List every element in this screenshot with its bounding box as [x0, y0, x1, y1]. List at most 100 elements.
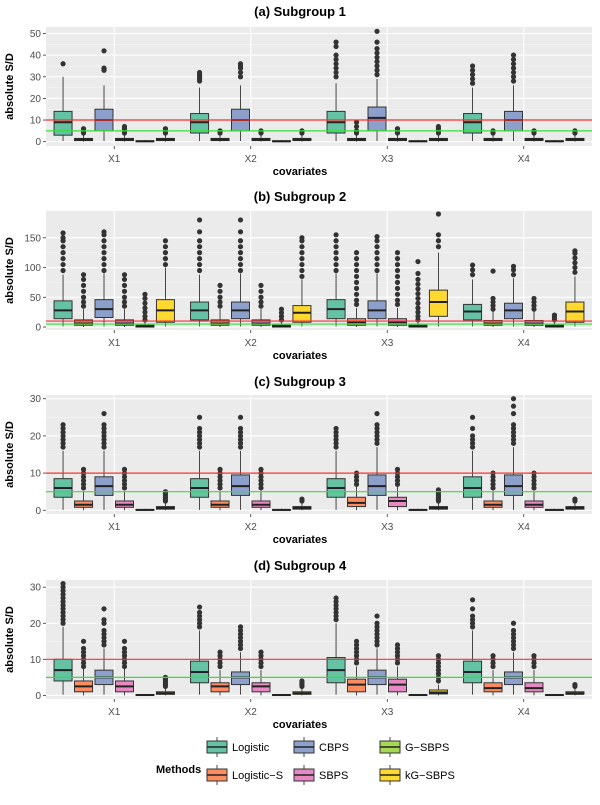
- panel-1-y-tick-label: 10: [30, 116, 42, 127]
- panel-3-x4-kg-sbps-outlier: [572, 496, 578, 502]
- panel-2-x3-cbps-outlier: [374, 238, 380, 244]
- panel-4-x2-cbps-outlier: [237, 638, 244, 644]
- panel-3-x3-sbps-outlier: [394, 477, 401, 484]
- panel-3-x3-cbps-outlier: [374, 425, 380, 432]
- panel-4-x3-logistic-outlier: [333, 617, 339, 623]
- panel-4-x2-sbps-outlier: [258, 660, 264, 666]
- panel-4-x3-kg-sbps-outlier: [435, 653, 442, 659]
- panel-2-x-tick-label: X2: [245, 338, 258, 349]
- panel-2-x2-logistic-outlier: [196, 261, 203, 268]
- panel-2-x3-sbps-outlier: [394, 250, 401, 256]
- panel-1-x3-kg-sbps-outlier: [435, 123, 442, 130]
- legend-logistic-s-label: Logistic−S: [232, 770, 283, 782]
- panel-4-y-tick-label: 0: [35, 691, 41, 702]
- panel-1-x4-logistic-box: [463, 113, 483, 134]
- panel-2-x2-logistic-outlier: [196, 217, 203, 223]
- panel-2-x2-cbps-outlier: [237, 229, 244, 235]
- panel-3-x4-logistic-s-outlier: [490, 481, 496, 487]
- panel-3-x2-logistic-outlier: [196, 444, 203, 450]
- panel-1-x3-cbps-outlier: [374, 46, 380, 52]
- panel-2-x3-sbps-outlier: [394, 291, 401, 297]
- panel-2-x4-kg-sbps-outlier: [572, 269, 578, 275]
- panel-4-x2-cbps-outlier: [237, 635, 244, 641]
- panel-4-x4-kg-sbps-outlier: [572, 681, 578, 688]
- panel-2-x3-kg-sbps-outlier: [435, 244, 442, 250]
- panel-2-x3-logistic-s-outlier: [353, 267, 360, 274]
- panel-3-x1-logistic-outlier: [60, 425, 66, 432]
- panel-4-x1-logistic-s-outlier: [80, 660, 87, 666]
- panel-3-x3-sbps-outlier: [394, 466, 401, 472]
- panel-4-y-axis-label: absolute S/D: [4, 606, 16, 673]
- panel-4-x1-sbps-outlier: [121, 649, 128, 655]
- panel-3-x3-logistic-s-outlier: [353, 481, 360, 487]
- panel-4-x4-logistic-outlier: [469, 613, 476, 619]
- panel-1-x-axis-label: covariates: [273, 166, 327, 178]
- panel-4-x4-sbps-outlier: [531, 653, 537, 659]
- panel-4-x4-logistic-s-outlier: [490, 660, 496, 666]
- panel-1-x-tick-label: X3: [381, 154, 394, 165]
- panel-2-x1-logistic-s-outlier: [80, 282, 87, 288]
- panel-4-x4-logistic-outlier: [469, 624, 476, 630]
- panel-3-x1-logistic-s-outlier: [80, 485, 87, 491]
- panel-2-x1-logistic-outlier: [60, 235, 66, 241]
- panel-3-x1-cbps-outlier: [101, 444, 107, 450]
- legend-sbps-label: SBPS: [319, 770, 348, 782]
- panel-3-x1-cbps-outlier: [101, 410, 107, 417]
- panel-2-x1-cbps-outlier: [101, 267, 107, 274]
- panel-4-x2-logistic-outlier: [196, 613, 203, 619]
- panel-3-x2-sbps-outlier: [258, 477, 264, 484]
- panel-2-x4-sbps-outlier: [531, 306, 537, 312]
- panel-3-x4-cbps-outlier: [510, 425, 517, 432]
- panel-4-x1-sbps-outlier: [121, 638, 128, 644]
- panel-1-x3-cbps-outlier: [374, 54, 380, 60]
- panel-3-x2-logistic-outlier: [196, 440, 203, 446]
- panel-4-x4-cbps-outlier: [510, 627, 517, 634]
- panel-2-x3-g-sbps-outlier: [415, 276, 421, 283]
- panel-4-x3-cbps-outlier: [374, 613, 380, 619]
- panel-2-x4-kg-sbps-outlier: [572, 264, 578, 271]
- panel-1-x3-cbps-box: [367, 106, 387, 132]
- panel-4-x2-cbps-outlier: [237, 642, 244, 648]
- panel-4-x-tick-label: X3: [381, 707, 394, 718]
- panel-1-y-tick-label: 20: [30, 94, 42, 105]
- panel-4-x1-logistic-s-outlier: [80, 663, 87, 670]
- panel-4-x3-logistic-s-outlier: [353, 642, 360, 648]
- panel-2-x3-sbps-outlier: [394, 256, 401, 262]
- panel-3-x4-cbps-outlier: [510, 437, 517, 443]
- panel-2-x4-logistic-outlier: [469, 262, 476, 268]
- panel-3-x1-logistic-outlier: [60, 422, 66, 428]
- panel-1-x3-cbps-outlier: [374, 39, 380, 45]
- panel-3-x2-cbps-outlier: [237, 425, 244, 432]
- panel-4-x3-kg-sbps-outlier: [435, 663, 442, 670]
- panel-3-x3-logistic-outlier: [333, 425, 339, 432]
- panel-3-x1-logistic-outlier: [60, 440, 66, 446]
- panel-4-x2-sbps-outlier: [258, 653, 264, 659]
- panel-3-x2-cbps-outlier: [237, 437, 244, 443]
- panel-1-x3-logistic-s-outlier: [353, 119, 360, 125]
- panel-2-x1-sbps-outlier: [121, 282, 128, 288]
- panel-2-x1-cbps-outlier: [101, 256, 107, 262]
- panel-1-x4-cbps-outlier: [510, 74, 517, 80]
- panel-3-x4-cbps-outlier: [510, 440, 517, 446]
- panel-2-x4-kg-sbps-outlier: [572, 260, 578, 266]
- panel-4-x2-logistic-outlier: [196, 609, 203, 616]
- panel-4-y-tick-label: 10: [30, 655, 42, 666]
- panel-2-x1-logistic-outlier: [60, 230, 66, 236]
- panel-1-x4-logistic-outlier: [469, 80, 476, 86]
- panel-3-x1-cbps-outlier: [101, 433, 107, 439]
- panel-3-x4-logistic-outlier: [469, 440, 476, 446]
- panel-2-x3-sbps-outlier: [394, 297, 401, 303]
- panel-4-x2-sbps-outlier: [258, 663, 264, 670]
- panel-4-x3-logistic-s-outlier: [353, 653, 360, 659]
- panel-2-x2-logistic-outlier: [196, 267, 203, 274]
- panel-3-x2-logistic-outlier: [196, 433, 203, 439]
- panel-3-y-tick-label: 20: [30, 431, 42, 442]
- panel-1-x4-logistic-outlier: [469, 72, 476, 78]
- panel-2-x3-cbps-outlier: [374, 250, 380, 256]
- panel-4-x1-sbps-outlier: [121, 653, 128, 659]
- panel-2-x2-kg-sbps-outlier: [299, 273, 305, 280]
- panel-2-x-tick-label: X4: [518, 338, 531, 349]
- panel-3-x2-logistic-s-outlier: [217, 485, 223, 491]
- panel-4-x-tick-label: X4: [518, 707, 531, 718]
- panel-2-x1-sbps-outlier: [121, 303, 128, 309]
